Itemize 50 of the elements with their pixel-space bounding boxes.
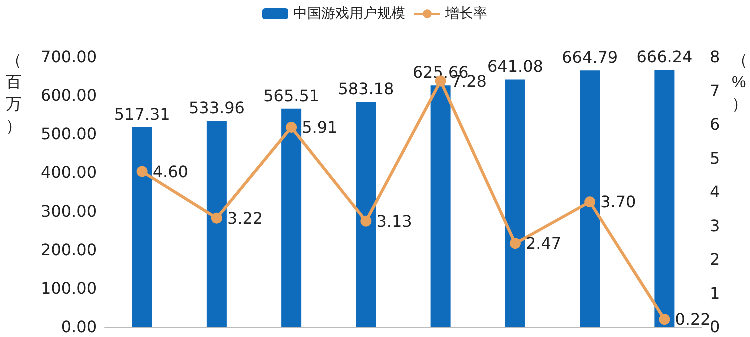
legend-label: 增长率	[444, 6, 488, 22]
y-tick-label: 300.00	[41, 202, 97, 221]
data-label: 2.47	[526, 234, 562, 254]
y2-tick-label: 3	[710, 216, 720, 236]
data-label: 3.22	[227, 208, 264, 228]
data-label: 641.08	[487, 57, 544, 76]
y-tick-label: 500.00	[41, 124, 97, 144]
data-label: 583.18	[338, 80, 394, 99]
data-label: 666.24	[636, 48, 693, 67]
y-tick-label: 100.00	[41, 278, 97, 298]
bar	[356, 102, 376, 327]
data-label: 5.91	[302, 118, 338, 138]
y2-tick-label: 7	[710, 81, 720, 100]
y2-tick-label: 0	[710, 318, 720, 336]
y-tick-label: 200.00	[41, 240, 97, 260]
data-label: 517.31	[114, 104, 170, 124]
y-tick-label: 0.00	[61, 318, 97, 336]
point	[286, 122, 298, 134]
bar	[430, 86, 451, 327]
y2-axis-title: （%）	[732, 52, 748, 114]
y2-tick-label: 6	[710, 115, 720, 134]
point	[211, 212, 222, 224]
y-axis-title: （百万）	[6, 52, 22, 136]
data-label: 3.70	[600, 192, 636, 212]
bar	[206, 121, 227, 327]
y-tick-label: 400.00	[41, 163, 97, 182]
data-label: 565.51	[264, 86, 320, 106]
data-label: 3.13	[376, 212, 412, 231]
point	[659, 314, 670, 326]
data-label: 533.96	[188, 98, 245, 118]
y2-tick-label: 1	[710, 284, 720, 303]
y2-tick-label: 8	[710, 48, 720, 66]
data-label: 0.22	[675, 310, 711, 330]
y2-tick-label: 5	[710, 148, 720, 168]
bar	[132, 127, 152, 327]
y2-tick-label: 4	[710, 182, 720, 202]
bar	[654, 70, 675, 327]
point	[360, 216, 372, 227]
point	[584, 196, 596, 208]
bar	[505, 80, 526, 327]
data-label: 4.60	[152, 162, 188, 182]
point	[510, 238, 521, 250]
legend-label: 中国游戏用户规模	[294, 6, 406, 22]
point	[136, 166, 148, 178]
bar	[580, 70, 600, 327]
y-tick-label: 600.00	[41, 86, 97, 106]
y-tick-label: 700.00	[41, 48, 97, 66]
bar	[282, 108, 302, 327]
y2-tick-label: 2	[710, 250, 720, 269]
data-label: 664.79	[562, 48, 618, 68]
